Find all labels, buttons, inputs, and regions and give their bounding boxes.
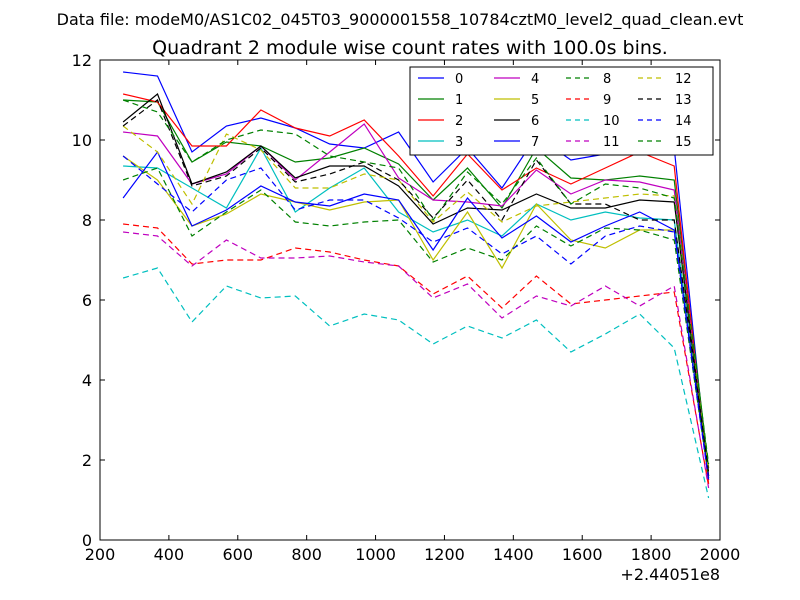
legend-label-15: 15 [675, 135, 692, 150]
x-offset-label: +2.44051e8 [620, 565, 720, 584]
y-tick-label-10: 10 [72, 131, 92, 150]
series-line-4 [123, 123, 710, 477]
legend-label-1: 1 [455, 93, 463, 108]
legend-label-5: 5 [531, 93, 539, 108]
x-tick-label-400: 400 [154, 545, 185, 564]
x-tick-label-1200: 1200 [424, 545, 465, 564]
legend-label-10: 10 [603, 114, 620, 129]
plot-frame [99, 59, 721, 541]
x-tick-label-1400: 1400 [493, 545, 534, 564]
series-line-7 [122, 150, 710, 479]
series-line-15 [122, 99, 710, 465]
y-tick-label-4: 4 [82, 371, 92, 390]
series-line-9 [123, 223, 710, 487]
series-line-8 [122, 167, 710, 479]
x-tick-label-1800: 1800 [631, 545, 672, 564]
series-line-6 [122, 93, 710, 477]
legend-label-14: 14 [675, 114, 692, 129]
chart-title: Quadrant 2 module wise count rates with … [152, 37, 668, 59]
series-line-3 [123, 146, 710, 477]
series-line-5 [122, 155, 710, 477]
legend-label-7: 7 [531, 135, 539, 150]
legend-label-6: 6 [531, 114, 539, 129]
y-tick-label-2: 2 [82, 451, 92, 470]
series-line-11 [123, 231, 710, 489]
series-line-12 [122, 125, 710, 471]
x-tick-label-1600: 1600 [562, 545, 603, 564]
legend-label-4: 4 [531, 72, 539, 87]
ticks-layer: 200 400 600 800 1000 1200 1400 1600 1800 2000 0 2 4 6… [72, 51, 741, 564]
series-layer [122, 71, 710, 499]
y-tick-label-6: 6 [82, 291, 92, 310]
legend-label-0: 0 [455, 72, 463, 87]
legend-frame [409, 66, 714, 156]
legend-label-9: 9 [603, 93, 611, 108]
x-tick-label-800: 800 [291, 545, 322, 564]
y-tick-label-12: 12 [72, 51, 92, 70]
legend-label-8: 8 [603, 72, 611, 87]
series-line-14 [122, 155, 710, 481]
legend-label-12: 12 [675, 72, 692, 87]
y-tick-label-0: 0 [82, 531, 92, 550]
legend-label-13: 13 [675, 93, 692, 108]
series-line-10 [122, 267, 710, 499]
legend-label-3: 3 [455, 135, 463, 150]
series-line-13 [122, 99, 710, 473]
x-tick-label-200: 200 [85, 545, 116, 564]
x-tick-label-2000: 2000 [700, 545, 741, 564]
x-tick-label-1000: 1000 [355, 545, 396, 564]
legend-label-2: 2 [455, 114, 463, 129]
x-tick-label-600: 600 [223, 545, 254, 564]
y-tick-label-8: 8 [82, 211, 92, 230]
chart-suptitle: Data file: modeM0/AS1C02_045T03_90000015… [57, 10, 744, 30]
legend-label-11: 11 [603, 135, 620, 150]
